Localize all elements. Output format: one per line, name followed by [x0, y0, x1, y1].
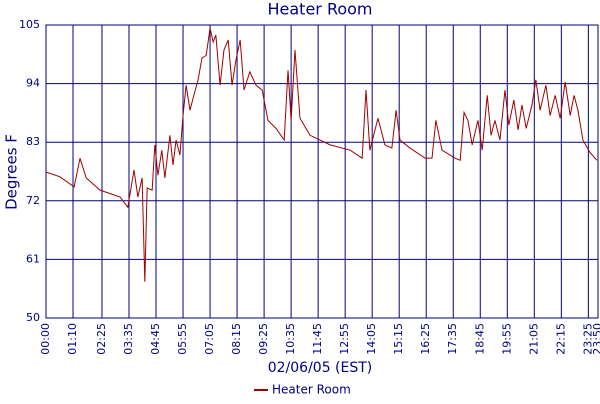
x-tick-label: 22:15 [554, 323, 567, 355]
x-tick-label: 03:35 [122, 323, 135, 355]
data-line [45, 28, 598, 282]
x-tick-label: 02:25 [95, 323, 108, 355]
x-tick-label: 17:35 [446, 323, 459, 355]
y-tick-label: 94 [26, 77, 40, 90]
y-axis-label: Degrees F [3, 134, 21, 210]
x-tick-label: 15:15 [392, 323, 405, 355]
x-tick-label: 18:45 [473, 323, 486, 355]
x-tick-label: 23:25 [581, 323, 594, 355]
y-tick-label: 83 [26, 135, 40, 148]
x-tick-label: 07:05 [203, 323, 216, 355]
x-tick-label: 14:05 [365, 323, 378, 355]
y-tick-label: 72 [26, 194, 40, 207]
x-tick-label: 16:25 [419, 323, 432, 355]
x-tick-label: 05:55 [176, 323, 189, 355]
x-tick-label: 01:10 [66, 323, 79, 355]
x-tick-label: 09:25 [257, 323, 270, 355]
x-tick-label: 00:00 [39, 323, 52, 355]
x-tick-label: 19:55 [500, 323, 513, 355]
x-tick-label: 04:45 [149, 323, 162, 355]
x-tick-label: 23:50 [591, 323, 600, 355]
x-tick-label: 12:55 [338, 323, 351, 355]
x-tick-label: 21:05 [527, 323, 540, 355]
y-tick-label: 61 [26, 252, 40, 265]
plot-area [45, 24, 599, 319]
x-tick-label: 11:45 [311, 323, 324, 355]
chart-title: Heater Room [267, 0, 372, 19]
x-tick-label: 10:35 [284, 323, 297, 355]
x-axis-label: 02/06/05 (EST) [268, 360, 373, 376]
x-tick-label: 08:15 [230, 323, 243, 355]
y-tick-label: 105 [19, 18, 40, 31]
legend-label: Heater Room [272, 383, 351, 397]
y-tick-label: 50 [26, 311, 40, 324]
